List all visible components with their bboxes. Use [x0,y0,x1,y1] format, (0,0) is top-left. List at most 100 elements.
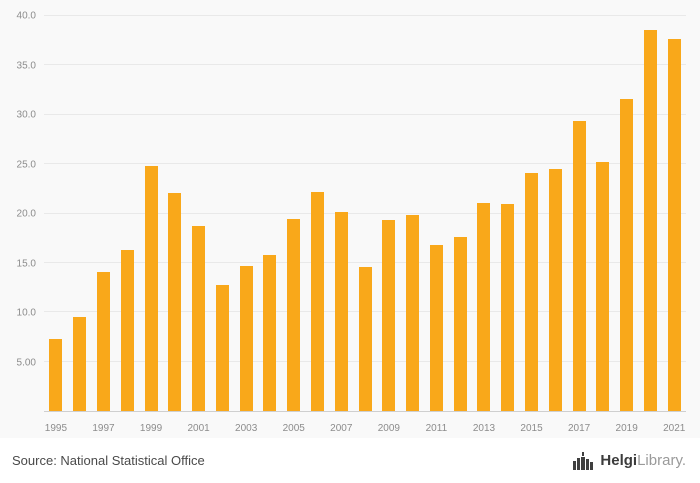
y-tick-label: 20.0 [16,208,36,220]
bar-2010 [406,214,420,411]
bars-row [44,16,686,411]
helgi-logo-icon [573,451,594,470]
bar-slot [520,16,544,411]
x-tick-label [448,423,472,434]
brand-name-bold: Helgi [600,452,638,469]
x-tick-label [591,423,615,434]
bar-slot [591,16,615,411]
bar-slot [210,16,234,411]
gridline [44,261,686,263]
bar-2016 [548,169,562,411]
x-tick-label [163,423,187,434]
x-tick-label [258,423,282,434]
x-tick-label: 2007 [330,423,353,434]
x-tick-label [210,423,234,434]
bar-2001 [192,226,206,411]
bar-2004 [263,254,277,411]
bar-2005 [287,219,301,411]
bar-2008 [358,266,372,411]
bar-slot [163,16,187,411]
bar-2007 [334,211,348,411]
x-tick-label: 2015 [520,423,543,434]
bar-2012 [453,237,467,411]
bar-2017 [572,120,586,411]
bar-slot [115,16,139,411]
bar-1998 [120,250,134,411]
bar-slot [662,16,686,411]
bar-slot [92,16,116,411]
bar-slot [472,16,496,411]
bar-2009 [382,220,396,411]
x-tick-label: 1997 [92,423,115,434]
plot-area [44,15,686,412]
bar-2019 [620,98,634,411]
x-tick-label: 2017 [567,423,591,434]
bar-1997 [96,271,110,411]
bar-slot [448,16,472,411]
x-tick-label [496,423,520,434]
x-tick-label: 2011 [425,423,448,434]
y-axis: 5.00 10.0 15.0 20.0 25.0 30.0 35.0 40.0 [0,11,40,412]
bar-slot [329,16,353,411]
x-tick-label: 2013 [472,423,496,434]
x-tick-label: 2005 [282,423,305,434]
x-tick-label: 2021 [663,423,686,434]
bar-slot [496,16,520,411]
x-tick-label [306,423,330,434]
source-text: Source: National Statistical Office [12,453,205,468]
x-tick-label: 1995 [44,423,68,434]
brand-name-light: Library. [637,452,686,469]
bar-2006 [310,191,324,411]
bar-slot [401,16,425,411]
y-tick-label: 10.0 [16,307,36,319]
bar-2002 [215,284,229,411]
y-tick-label: 5.00 [16,357,36,368]
x-tick-label [353,423,377,434]
x-tick-label: 1999 [139,423,163,434]
footer: Source: National Statistical Office Helg… [0,438,700,483]
bar-slot [234,16,258,411]
bar-2015 [525,173,539,411]
bar-slot [353,16,377,411]
x-tick-label: 2001 [187,423,210,434]
bar-2003 [239,265,253,411]
bar-2011 [429,245,443,411]
gridline [44,64,686,66]
bar-slot [44,16,68,411]
bar-1996 [73,317,87,411]
brand-name: HelgiLibrary. [600,452,686,469]
x-tick-label: 2019 [615,423,638,434]
y-tick-label: 40.0 [16,10,36,22]
x-tick-label: 2003 [235,423,258,434]
bar-slot [543,16,567,411]
bar-2014 [501,203,515,411]
bar-2013 [477,202,491,411]
bar-2018 [596,162,610,411]
x-tick-label [68,423,92,434]
y-tick-label: 30.0 [16,109,36,121]
bar-slot [258,16,282,411]
gridline [44,15,686,16]
bar-slot [282,16,306,411]
bar-slot [377,16,401,411]
gridline [44,212,686,214]
x-tick-label [115,423,139,434]
bar-slot [615,16,639,411]
x-tick-label [401,423,425,434]
bar-slot [139,16,163,411]
bar-chart: 5.00 10.0 15.0 20.0 25.0 30.0 35.0 40.0 1995 199… [0,10,686,434]
bar-2000 [168,192,182,411]
bar-2020 [643,29,657,411]
bar-slot [639,16,663,411]
gridline [44,113,686,115]
bar-slot [187,16,211,411]
bar-slot [68,16,92,411]
x-tick-label [639,423,663,434]
bar-1999 [144,166,158,411]
y-tick-label: 35.0 [16,60,36,71]
bar-1995 [49,338,63,411]
bar-2021 [667,38,681,411]
bar-slot [306,16,330,411]
x-axis: 1995 1997 1999 2001 2003 2005 2007 2009 2011 2013… [44,423,686,434]
y-tick-label: 15.0 [16,258,36,269]
